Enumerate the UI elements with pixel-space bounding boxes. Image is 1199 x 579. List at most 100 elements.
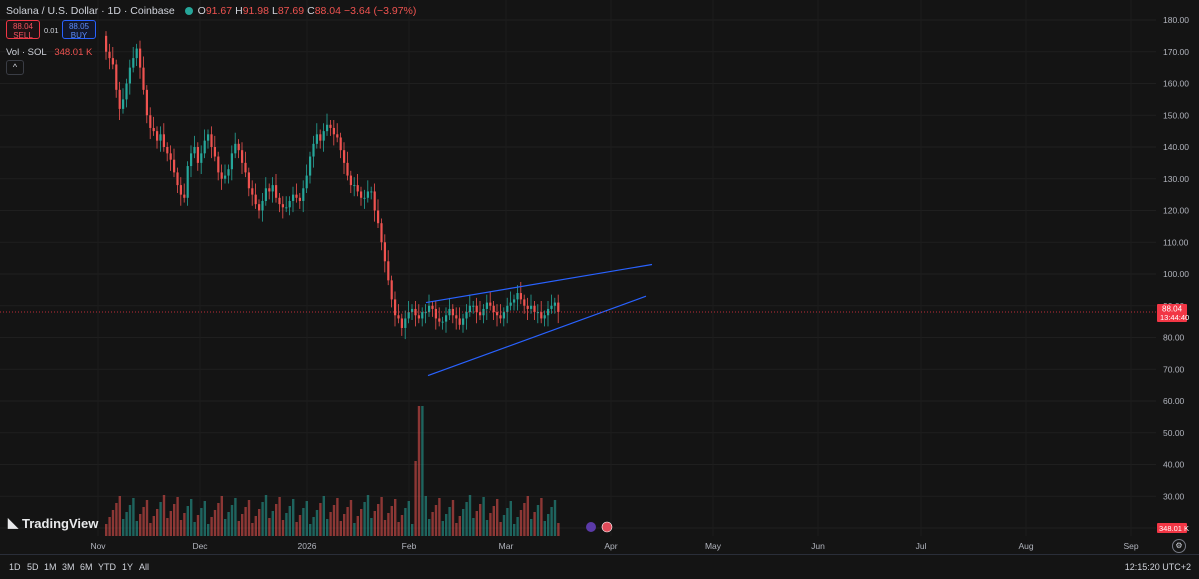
candle-body bbox=[132, 58, 135, 68]
candle-body bbox=[264, 188, 267, 201]
rising-wedge-lines bbox=[425, 263, 653, 377]
volume-bar bbox=[115, 503, 118, 536]
candle-body bbox=[292, 194, 295, 201]
volume-bar bbox=[166, 518, 169, 536]
volume-bar bbox=[458, 516, 461, 536]
volume-bar bbox=[400, 515, 404, 536]
axis-settings-icon[interactable]: ⚙ bbox=[1172, 539, 1186, 553]
range-6m[interactable]: 6M bbox=[80, 562, 93, 572]
candle-body bbox=[322, 131, 325, 141]
open-label: O bbox=[197, 5, 206, 17]
volume-bar bbox=[438, 498, 441, 536]
volume-bar bbox=[462, 509, 465, 536]
volume-bar bbox=[213, 510, 217, 536]
candle-body bbox=[360, 191, 363, 198]
candle-body bbox=[125, 83, 128, 100]
us-flag-event-icon bbox=[601, 521, 613, 533]
volume-bar bbox=[237, 521, 240, 536]
range-ytd[interactable]: YTD bbox=[98, 562, 116, 572]
candle-body bbox=[145, 89, 148, 116]
candle-body bbox=[543, 315, 546, 319]
candle-body bbox=[244, 162, 247, 173]
candle-body bbox=[111, 58, 114, 65]
volume-bar bbox=[479, 504, 482, 536]
price-tick: 100.00 bbox=[1163, 269, 1189, 279]
volume-bar bbox=[271, 511, 274, 536]
symbol-title[interactable]: Solana / U.S. Dollar · 1D · Coinbase bbox=[6, 5, 175, 17]
candle-body bbox=[489, 302, 492, 306]
volume-bar bbox=[499, 522, 502, 536]
volume-bar bbox=[326, 519, 329, 536]
volume-bar bbox=[162, 495, 166, 536]
candle-body bbox=[370, 191, 373, 193]
candle-body bbox=[268, 188, 271, 192]
candle-body bbox=[417, 315, 420, 319]
collapse-legend-button[interactable]: ^ bbox=[6, 60, 24, 75]
volume-bar bbox=[132, 498, 135, 536]
candle-body bbox=[190, 153, 193, 167]
price-tick: 140.00 bbox=[1163, 142, 1189, 152]
range-1m[interactable]: 1M bbox=[44, 562, 57, 572]
volume-bar bbox=[496, 499, 499, 536]
candle-body bbox=[210, 134, 213, 147]
time-tick: Jun bbox=[811, 541, 825, 551]
range-all[interactable]: All bbox=[139, 562, 150, 572]
tradingview-logo-icon: ◣ bbox=[8, 515, 18, 530]
range-5d[interactable]: 5D bbox=[27, 562, 39, 572]
candle-body bbox=[540, 312, 543, 319]
candle-body bbox=[366, 191, 369, 198]
time-tick: Nov bbox=[90, 541, 106, 551]
volume-bar bbox=[428, 519, 431, 536]
price-tick: 130.00 bbox=[1163, 174, 1189, 184]
buy-button[interactable]: 88.05 BUY bbox=[62, 20, 96, 40]
candle-body bbox=[288, 200, 291, 208]
price-chart[interactable]: 180.00 170.00 160.00 150.00 140.00 130.00 120.… bbox=[0, 0, 1199, 554]
volume-bar bbox=[302, 508, 305, 536]
volume-bar bbox=[169, 511, 172, 536]
range-1d[interactable]: 1D bbox=[9, 562, 21, 572]
range-3m[interactable]: 3M bbox=[62, 562, 75, 572]
volume-bar bbox=[414, 461, 417, 536]
candle-body bbox=[373, 191, 376, 211]
volume-bar bbox=[356, 516, 359, 536]
candle-body bbox=[509, 302, 512, 306]
candle-body bbox=[217, 156, 220, 173]
range-1y[interactable]: 1Y bbox=[122, 562, 134, 572]
candle-body bbox=[356, 185, 359, 192]
volume-bar bbox=[536, 505, 540, 536]
volume-bar bbox=[383, 520, 387, 536]
candle-body bbox=[377, 210, 380, 224]
candle-body bbox=[254, 194, 257, 205]
candle-body bbox=[387, 261, 390, 281]
volume-bar bbox=[258, 509, 261, 536]
volume-bar bbox=[349, 500, 353, 536]
spread-value: 0.01 bbox=[44, 26, 59, 35]
candle-body bbox=[298, 197, 301, 201]
candle-body bbox=[536, 312, 539, 314]
volume-bar bbox=[557, 523, 560, 536]
candle-body bbox=[404, 318, 407, 328]
volume-badge-label: 348.01 K bbox=[1159, 524, 1189, 533]
volume-bar bbox=[142, 507, 145, 536]
candle-body bbox=[349, 175, 352, 186]
candle-body bbox=[122, 99, 125, 109]
price-tick: 110.00 bbox=[1163, 237, 1189, 247]
volume-bar bbox=[149, 523, 152, 536]
volume-bar bbox=[244, 507, 247, 536]
volume-bars bbox=[105, 406, 560, 536]
candle-body bbox=[547, 308, 550, 316]
volume-bar bbox=[152, 516, 155, 536]
time-tick: Aug bbox=[1018, 541, 1033, 551]
volume-bar bbox=[261, 502, 264, 536]
sell-button[interactable]: 88.04 SELL bbox=[6, 20, 40, 40]
candle-body bbox=[258, 204, 261, 211]
wedge-upper-line bbox=[425, 263, 653, 304]
volume-bar bbox=[339, 521, 342, 536]
candle-body bbox=[135, 48, 138, 59]
volume-bar bbox=[278, 497, 281, 536]
volume-bar bbox=[190, 499, 193, 536]
sell-price: 88.04 bbox=[12, 22, 34, 31]
watermark-text: TradingView bbox=[22, 515, 99, 531]
volume-bar bbox=[111, 510, 115, 536]
utc-clock[interactable]: 12:15:20 UTC+2 bbox=[1124, 562, 1191, 572]
